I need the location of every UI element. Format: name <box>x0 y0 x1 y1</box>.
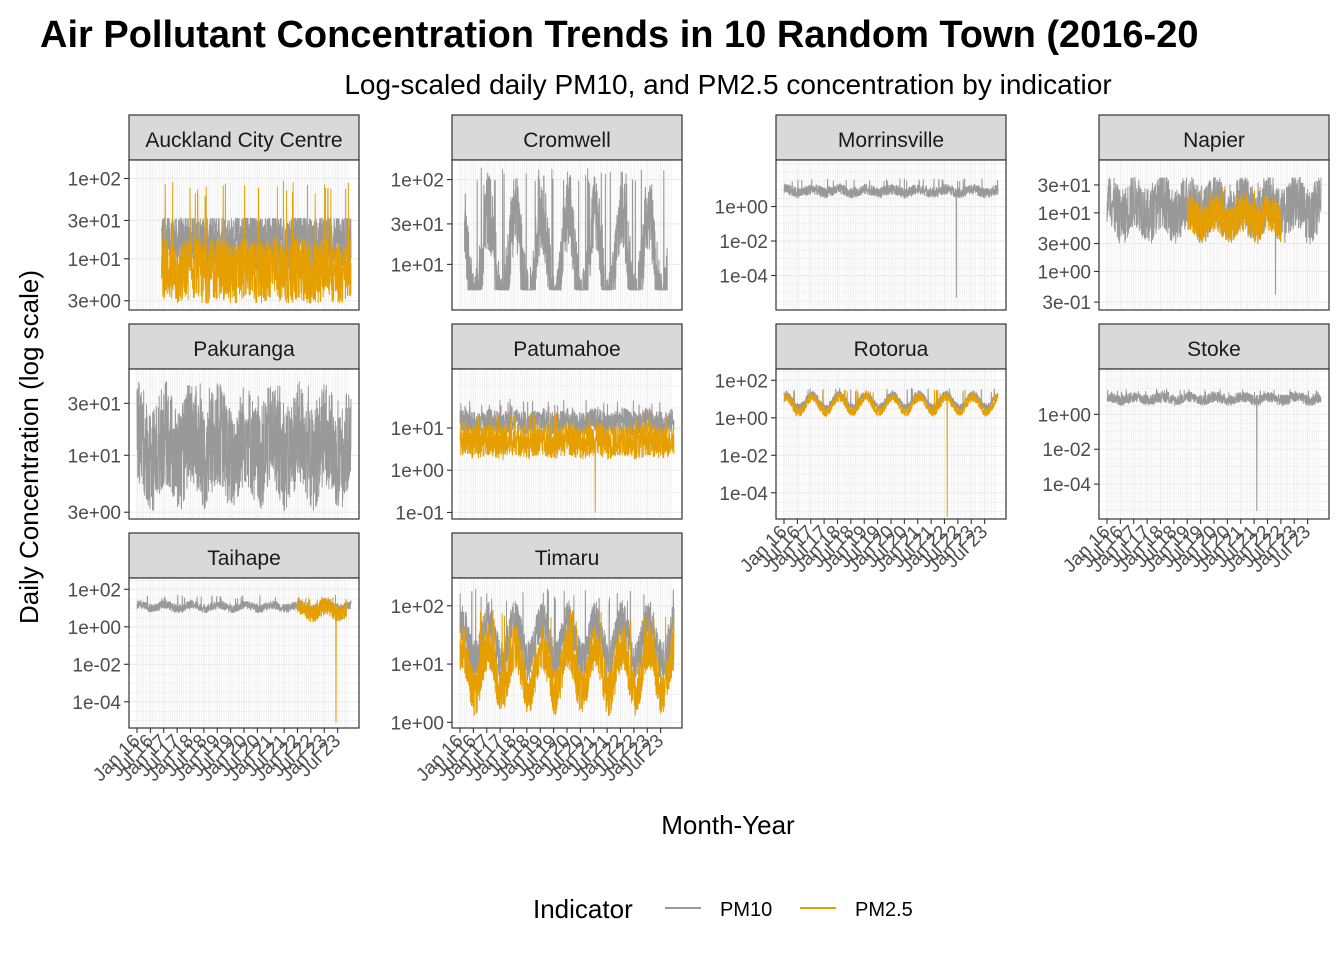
facet-strip <box>128 323 360 370</box>
chart-title: Air Pollutant Concentration Trends in 10… <box>40 14 1198 56</box>
panel-border <box>128 159 360 311</box>
facet-strip-label: Napier <box>1183 129 1245 152</box>
panel-border <box>451 368 683 520</box>
facet-strip-label: Taihape <box>207 547 281 570</box>
facet-strip <box>451 323 683 370</box>
facet-strip-label: Pakuranga <box>193 338 295 361</box>
y-tick-label: 1e+00 <box>391 713 444 734</box>
y-tick-label: 1e-04 <box>1042 475 1091 496</box>
y-tick-label: 1e-04 <box>719 267 768 288</box>
y-tick-label: 1e+00 <box>715 198 768 219</box>
facet-panels: Auckland City Centre 3e+00 1e+01 3e+01 1e+02… <box>68 114 1330 786</box>
y-tick-label: 1e+01 <box>391 419 444 440</box>
facet-auckland-city-centre: Auckland City Centre 3e+00 1e+01 3e+01 1e+02 <box>68 114 360 313</box>
y-tick-label: 1e+01 <box>1038 204 1091 225</box>
series-line-pm2-5 <box>459 610 675 717</box>
chart-subtitle: Log-scaled daily PM10, and PM2.5 concent… <box>344 69 1111 100</box>
panel-grid <box>776 160 1006 310</box>
series-line-pm10 <box>783 387 999 413</box>
y-tick-label: 1e+01 <box>68 446 121 467</box>
y-tick-label: 3e+01 <box>68 394 121 415</box>
y-tick-label: 1e-02 <box>719 232 768 253</box>
series-line-pm10 <box>464 167 668 292</box>
y-axis-label: Daily Concentration (log scale) <box>14 270 44 624</box>
y-tick-label: 3e+00 <box>1038 235 1091 256</box>
series-line-pm10 <box>459 588 675 682</box>
y-tick-label: 1e+00 <box>715 409 768 430</box>
facet-strip <box>775 114 1007 161</box>
y-tick-label: 1e+00 <box>391 461 444 482</box>
series-line-pm2-5 <box>161 180 352 304</box>
series-line-pm10 <box>136 380 352 511</box>
y-tick-label: 1e+01 <box>391 255 444 276</box>
legend-title: Indicator <box>533 894 633 924</box>
facet-strip <box>451 532 683 579</box>
panel-border <box>1098 159 1330 311</box>
series-line-pm2-5 <box>459 411 675 513</box>
facet-strip <box>128 532 360 579</box>
panel-grid <box>1099 369 1329 519</box>
facet-cromwell: Cromwell 1e+01 3e+01 1e+02 <box>391 114 683 311</box>
y-tick-label: 3e+01 <box>391 215 444 236</box>
y-tick-label: 3e+00 <box>68 292 121 313</box>
facet-strip-label: Cromwell <box>523 129 611 152</box>
facet-strip <box>451 114 683 161</box>
y-tick-label: 1e-02 <box>72 655 121 676</box>
facet-strip-label: Patumahoe <box>513 338 620 361</box>
panel-border <box>451 159 683 311</box>
facet-strip-label: Rotorua <box>854 338 929 361</box>
y-tick-label: 1e-02 <box>1042 440 1091 461</box>
y-tick-label: 1e+00 <box>1038 405 1091 426</box>
facet-strip <box>775 323 1007 370</box>
legend: Indicator PM10 PM2.5 <box>533 894 913 924</box>
y-tick-label: 1e-04 <box>719 484 768 505</box>
facet-strip <box>1098 323 1330 370</box>
facet-pakuranga: Pakuranga 3e+00 1e+01 3e+01 <box>68 323 360 524</box>
y-tick-label: 1e+02 <box>68 169 121 190</box>
y-tick-label: 1e+02 <box>715 371 768 392</box>
series-line-pm2-5 <box>783 389 999 518</box>
facet-strip-label: Timaru <box>535 547 600 570</box>
y-tick-label: 3e+01 <box>68 211 121 232</box>
y-tick-label: 1e+02 <box>68 580 121 601</box>
facet-strip-label: Auckland City Centre <box>145 129 342 152</box>
y-tick-label: 1e+00 <box>1038 262 1091 283</box>
facet-strip-label: Stoke <box>1187 338 1241 361</box>
facet-strip-label: Morrinsville <box>838 129 944 152</box>
facet-napier: Napier 3e-01 1e+00 3e+00 1e+01 3e+01 <box>1038 114 1330 314</box>
y-tick-label: 1e+02 <box>391 171 444 192</box>
y-tick-label: 1e-02 <box>719 446 768 467</box>
series-line-pm2-5 <box>297 596 347 723</box>
series-line-pm10 <box>783 178 999 298</box>
y-tick-label: 1e-01 <box>395 503 444 524</box>
series-line-pm10 <box>1106 177 1322 295</box>
y-tick-label: 3e-01 <box>1042 293 1091 314</box>
y-tick-label: 1e+02 <box>391 597 444 618</box>
facet-strip <box>128 114 360 161</box>
y-tick-label: 3e+01 <box>1038 176 1091 197</box>
x-axis-label: Month-Year <box>661 810 795 840</box>
facet-patumahoe: Patumahoe 1e-01 1e+00 1e+01 <box>391 323 683 524</box>
panel-border <box>775 159 1007 311</box>
legend-label-pm2-5: PM2.5 <box>855 899 913 921</box>
y-tick-label: 1e-04 <box>72 693 121 714</box>
y-tick-label: 1e+01 <box>68 250 121 271</box>
facet-morrinsville: Morrinsville 1e-04 1e-02 1e+00 <box>715 114 1007 311</box>
y-tick-label: 3e+00 <box>68 503 121 524</box>
legend-label-pm10: PM10 <box>720 899 772 921</box>
series-line-pm10 <box>1106 388 1322 511</box>
panel-border <box>128 368 360 520</box>
y-tick-label: 1e+01 <box>391 655 444 676</box>
series-line-pm2-5 <box>1186 186 1282 243</box>
y-tick-label: 1e+00 <box>68 618 121 639</box>
